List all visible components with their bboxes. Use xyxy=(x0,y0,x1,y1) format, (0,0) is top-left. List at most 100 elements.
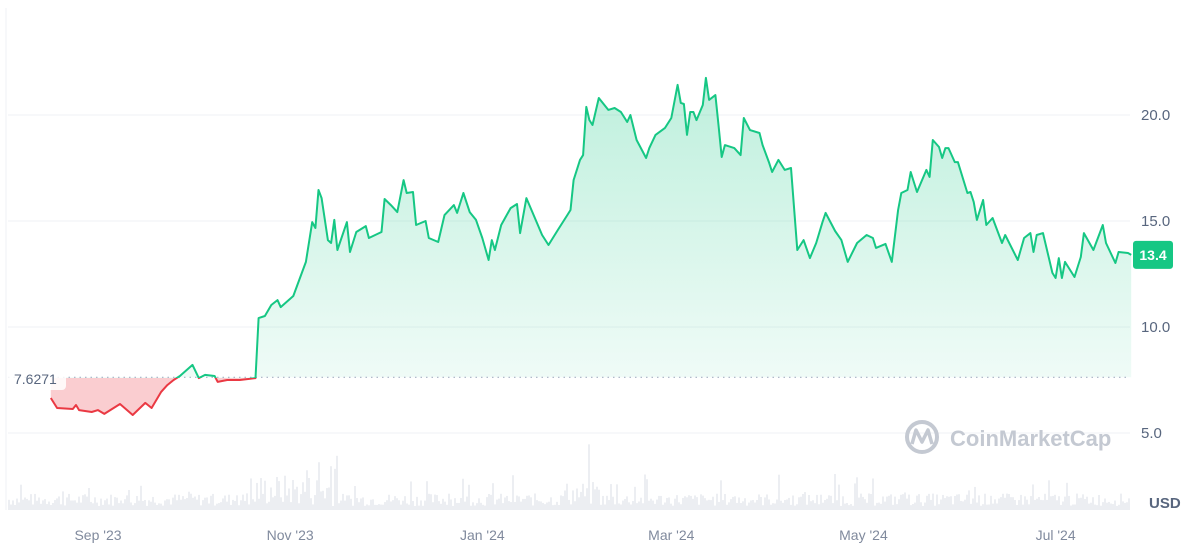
volume-bar xyxy=(10,504,12,510)
volume-bar xyxy=(514,502,516,510)
volume-bar xyxy=(1002,493,1004,510)
volume-bar xyxy=(604,504,606,510)
volume-bar xyxy=(138,500,140,510)
volume-bar xyxy=(200,505,202,510)
volume-bar xyxy=(836,500,838,510)
volume-bar xyxy=(42,500,44,510)
volume-bar xyxy=(632,500,634,510)
volume-bar xyxy=(102,504,104,510)
volume-bar xyxy=(722,500,724,510)
volume-bar xyxy=(964,499,966,510)
volume-bar xyxy=(714,505,716,510)
volume-bar xyxy=(164,500,166,510)
volume-bar xyxy=(410,481,412,510)
volume-bar xyxy=(324,498,326,510)
volume-bar xyxy=(532,505,534,510)
volume-bar xyxy=(642,503,644,510)
volume-bar xyxy=(912,504,914,510)
volume-bar xyxy=(872,478,874,510)
volume-bar xyxy=(362,497,364,510)
volume-bar xyxy=(290,502,292,510)
volume-bar xyxy=(1054,494,1056,510)
volume-bar xyxy=(874,505,876,510)
volume-bar xyxy=(1048,480,1050,510)
volume-bar xyxy=(742,501,744,510)
volume-bar xyxy=(420,500,422,510)
current-price-value: 13.4 xyxy=(1139,247,1166,263)
volume-bar xyxy=(1022,504,1024,510)
volume-bar xyxy=(262,493,264,510)
volume-bar xyxy=(1104,498,1106,510)
volume-bar xyxy=(256,482,258,510)
volume-bar xyxy=(516,495,518,510)
volume-bar xyxy=(354,486,356,510)
volume-bar xyxy=(388,494,390,510)
volume-bar xyxy=(684,496,686,510)
volume-bar xyxy=(16,498,18,510)
volume-bar xyxy=(612,496,614,510)
volume-bar xyxy=(338,503,340,510)
volume-bar xyxy=(694,495,696,510)
volume-bar xyxy=(404,496,406,510)
x-tick-label: Sep '23 xyxy=(74,527,121,543)
volume-bar xyxy=(118,503,120,510)
volume-bar xyxy=(740,503,742,510)
volume-bar xyxy=(838,484,840,510)
volume-bar xyxy=(876,502,878,510)
volume-bar xyxy=(550,497,552,510)
x-axis: Sep '23 Nov '23 Jan '24 Mar '24 May '24 Jul '… xyxy=(74,527,1075,543)
volume-bar xyxy=(796,504,798,510)
volume-bar xyxy=(342,493,344,510)
volume-bar xyxy=(476,503,478,510)
volume-bar xyxy=(564,490,566,510)
volume-bar xyxy=(32,504,34,510)
volume-bar xyxy=(526,495,528,510)
volume-bar xyxy=(152,496,154,510)
volume-bar xyxy=(556,501,558,510)
volume-bar xyxy=(440,503,442,510)
volume-bar xyxy=(408,504,410,510)
volume-bar xyxy=(700,494,702,510)
volume-bar xyxy=(806,504,808,510)
volume-bar xyxy=(434,494,436,510)
volume-bar xyxy=(1064,496,1066,510)
volume-bar xyxy=(766,494,768,510)
volume-bar xyxy=(448,493,450,510)
volume-bar xyxy=(1040,499,1042,510)
volume-bar xyxy=(1066,482,1068,510)
volume-bar xyxy=(1056,500,1058,510)
volume-bar xyxy=(130,502,132,510)
volume-bar xyxy=(936,494,938,510)
volume-bar xyxy=(864,499,866,510)
volume-bar xyxy=(430,494,432,510)
volume-bar xyxy=(1076,493,1078,510)
volume-bar xyxy=(454,498,456,510)
volume-bar xyxy=(962,501,964,510)
volume-bar xyxy=(1018,500,1020,510)
volume-bar xyxy=(14,505,16,510)
volume-bar xyxy=(134,503,136,510)
volume-bar xyxy=(352,505,354,510)
volume-bar xyxy=(1042,500,1044,510)
volume-bar xyxy=(554,504,556,510)
volume-bar xyxy=(218,503,220,510)
volume-bar xyxy=(818,504,820,510)
volume-bar xyxy=(1126,502,1128,510)
volume-bar xyxy=(18,502,20,510)
volume-bar xyxy=(802,493,804,510)
volume-bar xyxy=(280,497,282,510)
volume-bar xyxy=(414,505,416,510)
volume-bar xyxy=(90,501,92,510)
price-line-up xyxy=(174,76,1132,378)
volume-bar xyxy=(246,493,248,510)
volume-bar xyxy=(278,481,280,510)
volume-bar xyxy=(86,496,88,510)
volume-bar xyxy=(834,473,836,510)
volume-bar xyxy=(734,496,736,510)
volume-bar xyxy=(988,504,990,510)
volume-bar xyxy=(780,500,782,510)
volume-bar xyxy=(326,488,328,510)
volume-bar xyxy=(768,499,770,510)
volume-bar xyxy=(764,497,766,510)
